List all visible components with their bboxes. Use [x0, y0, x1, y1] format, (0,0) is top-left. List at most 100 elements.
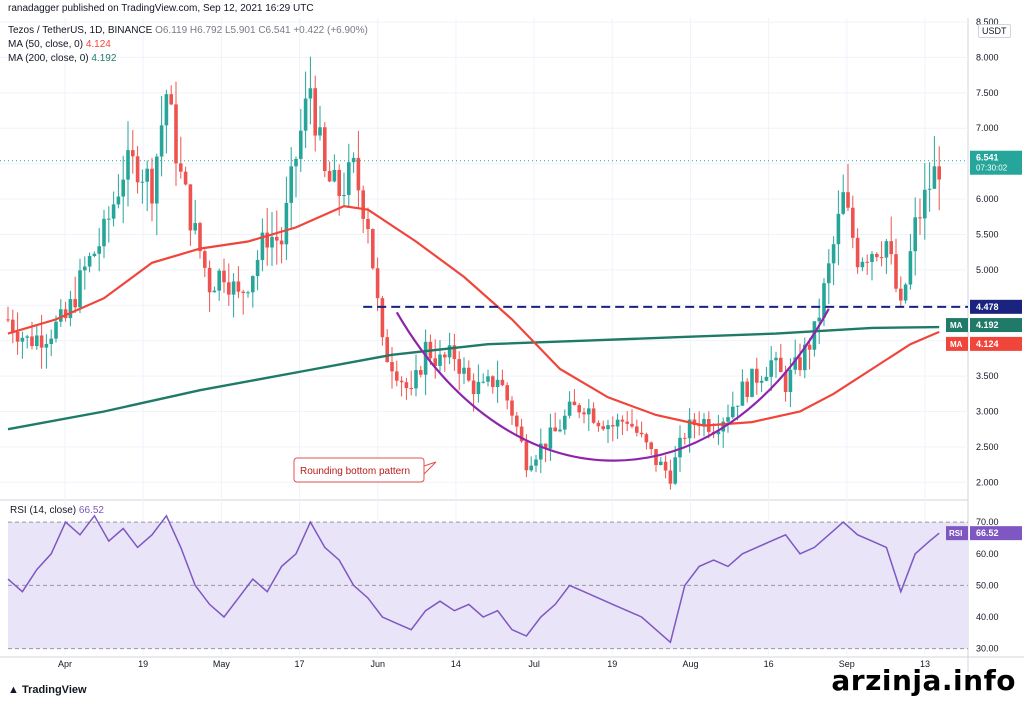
ma-tag-value-box: [970, 318, 1022, 333]
candle-body: [30, 336, 34, 347]
candle-body: [524, 441, 529, 471]
candle-body: [447, 345, 452, 358]
candle-body: [380, 298, 385, 338]
candle-body: [860, 261, 865, 268]
candle-body: [366, 218, 370, 230]
candle-body: [716, 431, 721, 435]
candle-body: [68, 299, 73, 319]
ma50-legend: MA (50, close, 0) 4.124: [8, 39, 111, 50]
candle-body: [500, 379, 505, 386]
candle-body: [145, 168, 149, 182]
candle-body: [673, 457, 677, 484]
candle-body: [764, 376, 769, 381]
rsi-tag-name-box: [946, 526, 968, 541]
candle-body: [97, 246, 101, 254]
candle-body: [596, 422, 601, 427]
candle-body: [591, 408, 596, 423]
ma200-line: [7, 325, 940, 431]
candle-body: [870, 253, 874, 263]
candle-body: [875, 253, 879, 258]
candle-body: [92, 253, 97, 257]
candle-body: [519, 426, 524, 442]
candle-body: [217, 270, 221, 291]
candle-body: [212, 290, 217, 293]
candle-body: [361, 190, 365, 219]
candle-body: [798, 357, 802, 371]
annotation-text: Rounding bottom pattern: [300, 466, 410, 477]
time-tick-label: Jun: [370, 659, 385, 669]
candle-body: [404, 382, 409, 389]
price-tick-label: 2.500: [976, 442, 999, 452]
support-tag-label: 4.478: [976, 302, 999, 312]
rsi-legend-value: 66.52: [78, 505, 104, 516]
candle-body: [692, 419, 697, 426]
candle-body: [774, 357, 778, 361]
candle-body: [452, 345, 457, 360]
candle-body: [510, 400, 514, 416]
candle-body: [750, 368, 754, 397]
candle-body: [73, 299, 77, 308]
candle-body: [937, 166, 941, 180]
candle-body: [399, 380, 404, 383]
time-tick-label: May: [213, 659, 231, 669]
ma-tag-name: MA: [950, 340, 963, 349]
candle-body: [299, 130, 303, 159]
ma-tag-value: 4.192: [976, 320, 999, 330]
candle-body: [303, 98, 308, 131]
time-tick-label: 19: [138, 659, 148, 669]
ma-tag-name-box: [946, 318, 968, 333]
candle-body: [241, 291, 245, 294]
currency-badge[interactable]: USDT: [978, 24, 1011, 38]
ma200-label: MA (200, close, 0): [8, 53, 89, 64]
candle-body: [390, 362, 394, 372]
candle-body: [35, 335, 39, 347]
candle-body: [827, 263, 831, 284]
candle-body: [351, 157, 356, 163]
candle-body: [582, 412, 586, 415]
candle-body: [337, 169, 341, 197]
candle-body: [923, 189, 927, 219]
candle-body: [606, 425, 610, 430]
candle-body: [222, 270, 226, 283]
candle-body: [395, 371, 399, 381]
price-tick-label: 2.000: [976, 477, 999, 487]
candle-body: [553, 427, 557, 432]
last-price-box: [970, 150, 1022, 175]
ma200-legend: MA (200, close, 0) 4.192: [8, 53, 116, 64]
publisher-line: ranadagger published on TradingView.com,…: [8, 3, 314, 14]
candle-body: [831, 244, 836, 264]
candle-body: [543, 443, 548, 449]
ma50-label: MA (50, close, 0): [8, 39, 84, 50]
ma-tag-value-box: [970, 336, 1022, 351]
candle-body: [284, 202, 289, 245]
rsi-tick-label: 70.00: [976, 517, 999, 527]
candle-body: [179, 163, 183, 172]
candles: [6, 56, 941, 490]
candle-body: [755, 368, 759, 383]
candle-body: [659, 461, 663, 466]
rsi-tag-value: 66.52: [976, 528, 999, 538]
ma-tag-name-box: [946, 336, 968, 351]
candle-body: [471, 380, 476, 395]
candle-body: [313, 88, 317, 136]
candle-body: [265, 232, 269, 248]
candle-body: [615, 419, 620, 427]
candle-body: [289, 166, 293, 203]
time-tick-label: Sep: [839, 659, 855, 669]
candle-body: [126, 150, 130, 180]
ma-tag: MA 4.124: [946, 336, 1022, 351]
candle-body: [347, 162, 351, 195]
candle-body: [558, 429, 562, 432]
candle-body: [639, 432, 644, 435]
candle-body: [59, 309, 63, 322]
tradingview-brand: TradingView: [21, 684, 87, 696]
candle-body: [419, 370, 423, 375]
support-tag: 4.478: [970, 299, 1022, 314]
candle-body: [462, 367, 466, 374]
candle-body: [812, 321, 817, 350]
time-tick-label: 19: [607, 659, 617, 669]
candle-body: [332, 169, 337, 182]
candle-body: [759, 380, 764, 383]
